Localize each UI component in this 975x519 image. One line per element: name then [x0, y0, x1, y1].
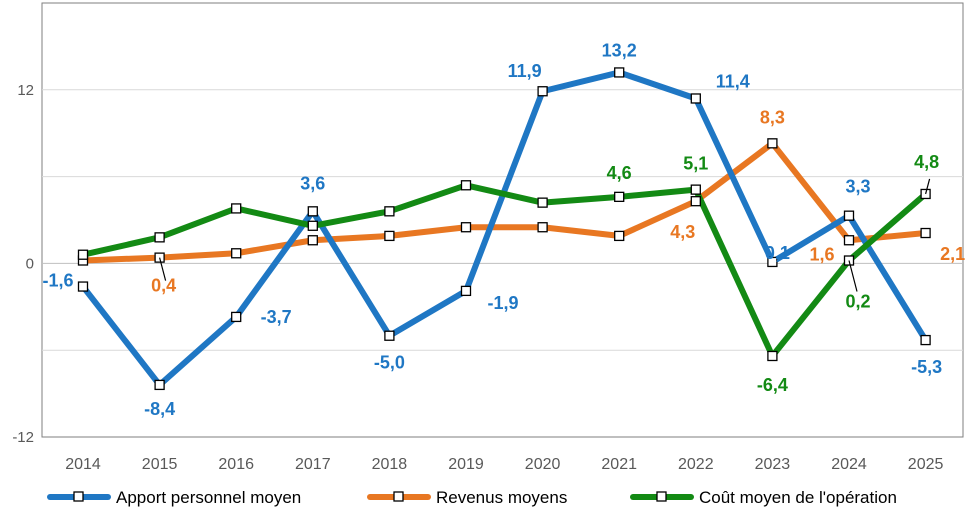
x-tick-label: 2020 [525, 456, 561, 473]
x-tick-label: 2021 [601, 456, 637, 473]
data-label-apport: 11,9 [508, 61, 542, 81]
data-point-cout[interactable] [154, 232, 165, 243]
x-tick-label: 2022 [678, 456, 714, 473]
data-point-revenus[interactable] [614, 230, 625, 242]
legend: Apport personnel moyen Revenus moyens Co… [47, 488, 897, 507]
data-point-apport[interactable] [690, 93, 701, 104]
data-point-apport[interactable] [537, 86, 548, 97]
data-point-revenus[interactable] [767, 138, 778, 149]
data-point-revenus[interactable] [460, 222, 472, 233]
legend-item-apport[interactable]: Apport personnel moyen [47, 488, 301, 507]
x-axis-ticks: 2014 2015 2016 2017 2018 2019 2020 2021 2022 2023… [65, 456, 943, 473]
data-point-cout[interactable] [460, 180, 472, 191]
data-point-cout[interactable] [307, 220, 318, 231]
x-tick-label: 2018 [372, 456, 408, 473]
legend-label-apport: Apport personnel moyen [116, 488, 301, 507]
data-label-apport: -8,4 [144, 399, 175, 419]
data-label-cout: -6,4 [757, 375, 788, 395]
data-label-revenus: 8,3 [760, 107, 785, 127]
data-label-apport: 3,3 [845, 177, 870, 197]
series-lines [77, 67, 931, 391]
data-point-revenus[interactable] [384, 230, 395, 242]
data-point-apport[interactable] [77, 281, 89, 292]
data-label-apport: 11,4 [716, 71, 750, 91]
data-point-apport[interactable] [460, 285, 472, 297]
x-tick-label: 2016 [218, 456, 254, 473]
data-point-revenus[interactable] [843, 235, 855, 246]
data-point-cout[interactable] [537, 197, 548, 208]
data-point-apport[interactable] [307, 206, 318, 217]
y-tick-label: 12 [17, 82, 34, 99]
data-label-apport: 13,2 [602, 40, 637, 60]
data-label-apport: -1,9 [487, 293, 518, 313]
x-tick-label: 2023 [755, 456, 791, 473]
x-tick-label: 2015 [142, 456, 178, 473]
leader-line-cout [848, 260, 858, 292]
legend-label-revenus: Revenus moyens [436, 488, 567, 507]
leader-line-cout [925, 178, 931, 195]
data-point-cout[interactable] [767, 350, 778, 362]
data-point-apport[interactable] [231, 311, 242, 323]
data-label-cout: 0,2 [845, 292, 870, 312]
data-point-apport[interactable] [767, 256, 778, 268]
leader-line-revenus [159, 257, 167, 281]
y-tick-label: 0 [26, 255, 34, 272]
data-labels: -1,6 -8,4 -3,7 3,6 -5,0 -1,9 11,9 13,2 11,4 0,1 3,… [42, 40, 965, 418]
data-label-revenus: 0,4 [151, 276, 176, 296]
data-label-revenus: 2,1 [940, 244, 965, 264]
data-point-apport[interactable] [920, 334, 931, 346]
y-axis-ticks: -12 0 12 [12, 82, 34, 446]
data-point-cout[interactable] [690, 184, 701, 195]
data-point-cout[interactable] [614, 191, 625, 203]
data-point-revenus[interactable] [920, 227, 931, 239]
data-point-cout[interactable] [384, 206, 395, 217]
series-line-revenus [80, 140, 929, 264]
data-label-cout: 4,8 [914, 152, 939, 172]
data-point-apport[interactable] [614, 67, 625, 78]
legend-item-cout[interactable]: Coût moyen de l'opération [630, 488, 897, 507]
data-label-cout: 4,6 [607, 163, 632, 183]
x-tick-label: 2019 [448, 456, 484, 473]
x-tick-label: 2014 [65, 456, 101, 473]
legend-marker-cout [656, 491, 667, 502]
x-tick-label: 2024 [831, 456, 867, 473]
data-label-apport: 0,1 [765, 243, 790, 263]
grid-lines [41, 2, 964, 438]
data-label-apport: -5,0 [374, 353, 405, 373]
legend-item-revenus[interactable]: Revenus moyens [367, 488, 567, 507]
data-point-apport[interactable] [154, 379, 165, 391]
data-point-revenus[interactable] [307, 235, 318, 246]
legend-marker-revenus [393, 491, 404, 502]
data-label-apport: -3,7 [261, 307, 292, 327]
data-point-apport[interactable] [843, 210, 855, 221]
data-label-cout: 5,1 [683, 154, 708, 174]
data-label-revenus: 1,6 [809, 244, 834, 264]
x-tick-label: 2017 [295, 456, 331, 473]
data-point-revenus[interactable] [231, 248, 242, 259]
y-tick-label: -12 [12, 429, 34, 446]
data-point-cout[interactable] [231, 203, 242, 214]
data-point-apport[interactable] [384, 330, 395, 341]
legend-label-cout: Coût moyen de l'opération [699, 488, 897, 507]
data-point-revenus[interactable] [537, 222, 548, 233]
data-label-revenus: 4,3 [670, 222, 695, 242]
x-tick-label: 2025 [908, 456, 944, 473]
series-line-cout [80, 182, 929, 359]
data-label-apport: -1,6 [42, 271, 73, 291]
legend-marker-apport [73, 491, 84, 502]
data-label-apport: 3,6 [300, 173, 325, 193]
plot-frame [41, 2, 964, 438]
data-point-revenus[interactable] [690, 196, 701, 207]
data-label-apport: -5,3 [911, 357, 942, 377]
data-point-cout[interactable] [77, 249, 89, 260]
